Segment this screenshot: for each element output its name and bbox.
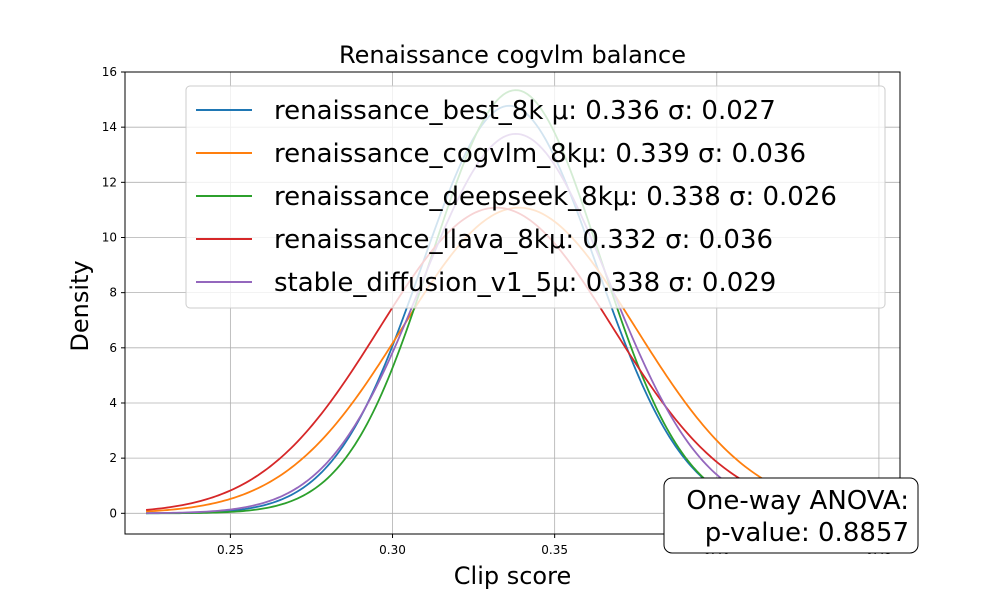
legend-label-stable_diffusion_v1_5: stable_diffusion_v1_5μ: 0.338 σ: 0.029 xyxy=(274,268,776,298)
y-tick-label: 16 xyxy=(102,65,117,79)
x-tick-label: 0.30 xyxy=(379,543,406,557)
y-tick-label: 8 xyxy=(109,286,117,300)
x-tick-label: 0.35 xyxy=(541,543,568,557)
y-tick-label: 12 xyxy=(102,175,117,189)
x-tick-label: 0.25 xyxy=(217,543,244,557)
legend-label-renaissance_best_8k: renaissance_best_8k μ: 0.336 σ: 0.027 xyxy=(274,96,776,126)
anova-p-value: p-value: 0.8857 xyxy=(705,518,909,548)
legend-label-renaissance_deepseek_8k: renaissance_deepseek_8kμ: 0.338 σ: 0.026 xyxy=(274,182,837,212)
y-tick-label: 0 xyxy=(109,506,117,520)
y-tick-label: 10 xyxy=(102,230,117,244)
x-axis-title: Clip score xyxy=(454,562,571,590)
anova-annotation: One-way ANOVA: p-value: 0.8857 xyxy=(663,477,919,554)
y-tick-label: 14 xyxy=(102,120,117,134)
anova-title: One-way ANOVA: xyxy=(686,486,909,516)
legend: renaissance_best_8k μ: 0.336 σ: 0.027 ren… xyxy=(185,85,886,309)
y-axis-title: Density xyxy=(66,260,94,351)
anova-box-frame xyxy=(663,477,919,554)
legend-frame xyxy=(185,85,886,309)
y-tick-label: 4 xyxy=(109,396,117,410)
legend-label-renaissance_cogvlm_8k: renaissance_cogvlm_8kμ: 0.339 σ: 0.036 xyxy=(274,139,806,169)
y-tick-label: 2 xyxy=(109,451,117,465)
chart-title: Renaissance cogvlm balance xyxy=(339,41,686,69)
legend-label-renaissance_llava_8k: renaissance_llava_8kμ: 0.332 σ: 0.036 xyxy=(274,225,773,255)
y-tick-label: 6 xyxy=(109,341,117,355)
axes-frame xyxy=(124,71,901,535)
